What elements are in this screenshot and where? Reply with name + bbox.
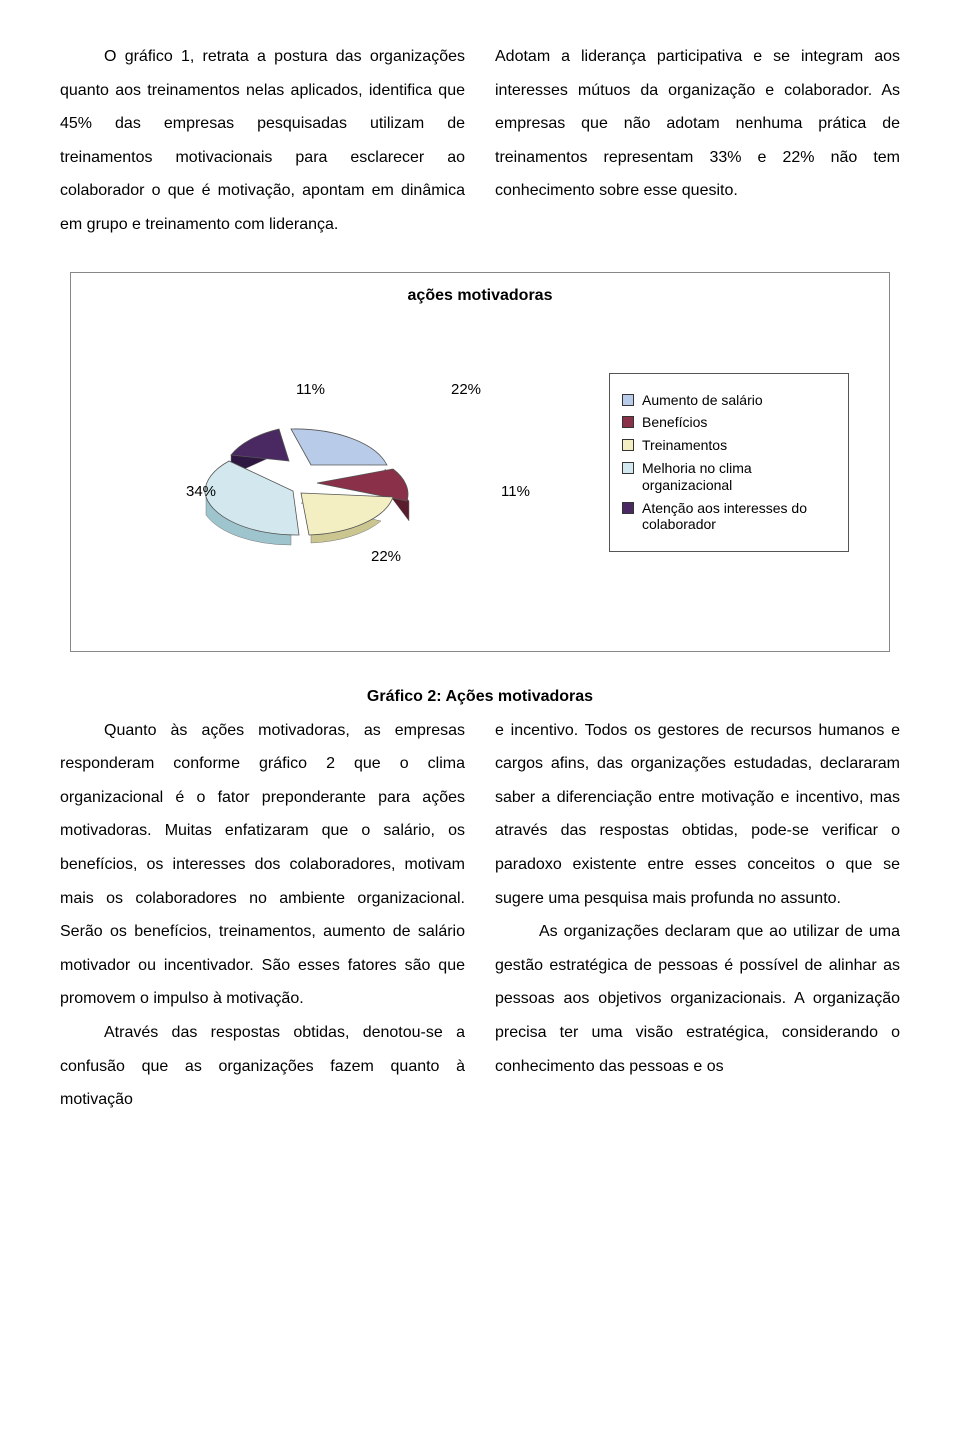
slice-aumento	[291, 429, 387, 465]
swatch-icon	[622, 439, 634, 451]
chart-caption: Gráfico 2: Ações motivadoras	[60, 688, 900, 706]
body-left-p2: Através das respostas obtidas, denotou-s…	[60, 1016, 465, 1117]
chart-title: ações motivadoras	[71, 273, 889, 305]
body-right-column: e incentivo. Todos os gestores de recurs…	[495, 714, 900, 1117]
body-left-p1: Quanto às ações motivadoras, as empresas…	[60, 714, 465, 1016]
intro-columns: O gráfico 1, retrata a postura das organ…	[60, 40, 900, 242]
caption-text: Gráfico 2: Ações motivadoras	[367, 688, 593, 705]
swatch-icon	[622, 394, 634, 406]
legend-label: Aumento de salário	[642, 392, 763, 409]
body-right-p2: As organizações declaram que ao utilizar…	[495, 915, 900, 1083]
pie-chart	[171, 403, 431, 553]
legend-item-0: Aumento de salário	[622, 392, 834, 409]
pct-label-4: 34%	[186, 483, 216, 500]
legend-label: Melhoria no clima organizacional	[642, 460, 834, 494]
intro-right-paragraph: Adotam a liderança participativa e se in…	[495, 40, 900, 208]
body-left-column: Quanto às ações motivadoras, as empresas…	[60, 714, 465, 1117]
swatch-icon	[622, 502, 634, 514]
legend-item-3: Melhoria no clima organizacional	[622, 460, 834, 494]
slice-atencao	[231, 429, 289, 461]
swatch-icon	[622, 416, 634, 428]
intro-right-column: Adotam a liderança participativa e se in…	[495, 40, 900, 242]
legend-label: Benefícios	[642, 414, 707, 431]
body-right-p1: e incentivo. Todos os gestores de recurs…	[495, 714, 900, 916]
slice-treinamentos	[301, 493, 393, 535]
pct-label-1: 22%	[451, 381, 481, 398]
legend-item-1: Benefícios	[622, 414, 834, 431]
swatch-icon	[622, 462, 634, 474]
pct-label-0: 11%	[296, 381, 325, 398]
pct-label-2: 11%	[501, 483, 530, 500]
legend-item-4: Atenção aos interesses do colaborador	[622, 500, 834, 534]
legend-label: Treinamentos	[642, 437, 727, 454]
legend-label: Atenção aos interesses do colaborador	[642, 500, 834, 534]
intro-left-column: O gráfico 1, retrata a postura das organ…	[60, 40, 465, 242]
legend-item-2: Treinamentos	[622, 437, 834, 454]
chart-legend: Aumento de salário Benefícios Treinament…	[609, 373, 849, 553]
intro-left-paragraph: O gráfico 1, retrata a postura das organ…	[60, 40, 465, 242]
body-columns: Quanto às ações motivadoras, as empresas…	[60, 714, 900, 1117]
pct-label-3: 22%	[371, 548, 401, 565]
chart-container: ações motivadoras	[70, 272, 890, 652]
